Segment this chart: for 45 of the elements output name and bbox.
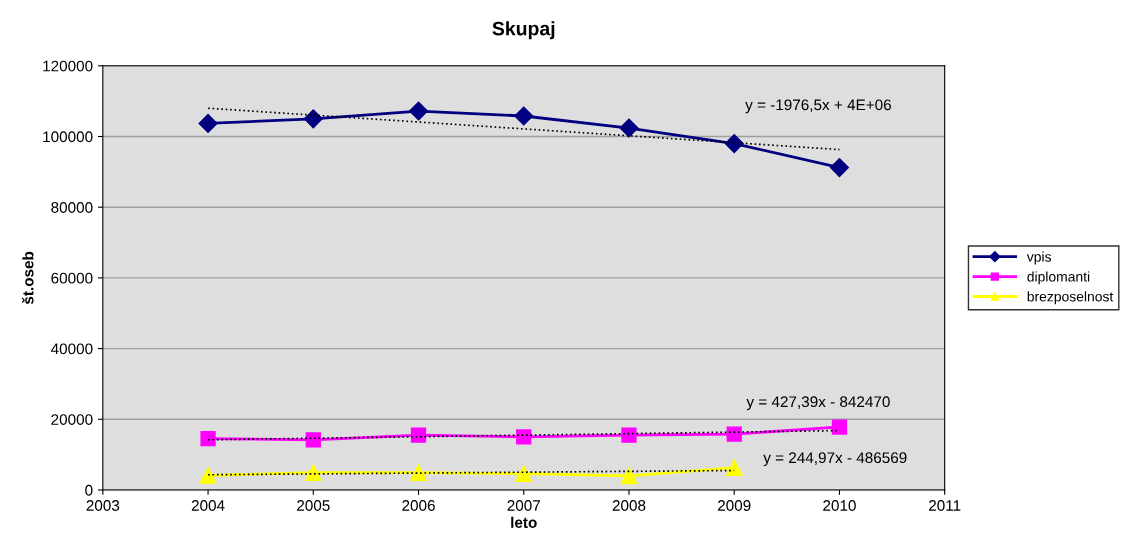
annotation: y = 427,39x - 842470 xyxy=(746,396,890,411)
point xyxy=(829,158,849,178)
annotation: y = 244,97x - 486569 xyxy=(763,452,907,467)
chart-title: Skupaj xyxy=(492,21,555,40)
point xyxy=(200,431,216,447)
point xyxy=(305,432,321,448)
point xyxy=(831,419,848,435)
x-tick-label: 2006 xyxy=(402,500,435,511)
point xyxy=(516,429,532,445)
annotation: y = -1976,5x + 4E+06 xyxy=(745,99,891,114)
y-tick-label: 40000 xyxy=(50,343,93,355)
point xyxy=(408,101,429,121)
point xyxy=(199,467,217,484)
point xyxy=(725,459,743,477)
y-tick-label: 100000 xyxy=(43,131,93,143)
point xyxy=(198,113,218,133)
point xyxy=(514,106,534,126)
y-tick-label: 120000 xyxy=(43,60,93,72)
point xyxy=(304,464,322,481)
x-tick-label: 2008 xyxy=(612,500,646,511)
x-axis-title: leto xyxy=(511,516,537,528)
x-tick-label: 2007 xyxy=(507,500,540,511)
y-tick-label: 60000 xyxy=(51,272,93,284)
point xyxy=(620,467,638,485)
x-tick-label: 2004 xyxy=(191,500,225,511)
point xyxy=(303,109,323,129)
y-axis-title: št.oseb xyxy=(22,251,34,305)
x-tick-label: 2011 xyxy=(929,500,961,511)
point xyxy=(410,464,427,481)
x-tick-label: 2005 xyxy=(297,500,330,511)
point xyxy=(726,426,742,442)
y-tick-label: 20000 xyxy=(51,414,93,425)
point xyxy=(724,134,744,154)
legend-label: brezposelnost xyxy=(1027,291,1114,305)
y-tick-label: 0 xyxy=(85,484,93,496)
y-tick-label: 80000 xyxy=(51,202,93,213)
legend-label: vpis xyxy=(1026,251,1051,265)
point xyxy=(515,465,533,483)
point xyxy=(410,427,427,443)
x-tick-label: 2003 xyxy=(86,500,120,511)
x-tick-label: 2010 xyxy=(823,500,856,511)
point xyxy=(621,427,637,443)
point xyxy=(619,118,639,138)
legend-label: diplomanti xyxy=(1027,271,1090,285)
x-tick-label: 2009 xyxy=(717,500,751,511)
